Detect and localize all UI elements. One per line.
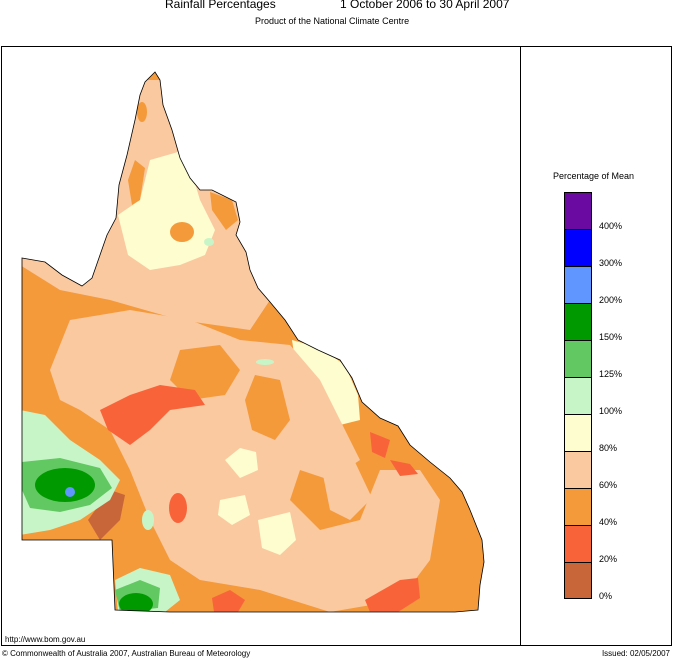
- legend-tick-label: 80%: [599, 443, 618, 453]
- region-coast-100-125: [256, 359, 274, 365]
- region-west-200-300: [65, 487, 75, 497]
- region-se2-20-40: [365, 578, 420, 612]
- region-east-80-100: [258, 512, 296, 555]
- region-low-0-20: [88, 490, 125, 540]
- queensland-outline: [21, 71, 485, 613]
- region-coast2-20-40: [390, 460, 418, 476]
- legend-title: Percentage of Mean: [553, 171, 635, 181]
- region-inner2-80-100: [218, 495, 250, 525]
- legend-tick-label: 150%: [599, 332, 623, 342]
- region-cape-tip-40-60: [128, 160, 145, 205]
- legend-swatch: [564, 192, 592, 229]
- region-small-100-125: [142, 510, 154, 530]
- region-cape-north-40-60: [137, 102, 147, 122]
- map-frame: [1, 46, 672, 646]
- legend-swatch: [564, 266, 592, 303]
- region-coast-20-40: [370, 432, 390, 458]
- region-cape-east-40-60: [210, 192, 238, 230]
- legend-tick-label: 40%: [599, 517, 618, 527]
- region-cape-80-100: [118, 150, 215, 270]
- legend-tick-label: 0%: [599, 591, 613, 601]
- map-period: 1 October 2006 to 30 April 2007: [340, 0, 510, 11]
- queensland-rainfall-map: [21, 71, 485, 613]
- region-inner-80-100: [225, 448, 258, 478]
- legend-tick-label: 60%: [599, 480, 618, 490]
- legend-swatch: [564, 525, 592, 562]
- issued-date: Issued: 02/05/2007: [601, 649, 670, 658]
- region-inner-40-60: [245, 375, 290, 440]
- region-sw-150-200: [119, 593, 153, 612]
- legend-tick-label: 20%: [599, 554, 618, 564]
- legend-swatch: [564, 229, 592, 266]
- legend-swatch: [564, 488, 592, 525]
- legend-tick-label: 100%: [599, 406, 623, 416]
- map-subtitle: Product of the National Climate Centre: [255, 16, 410, 26]
- region-central-40-60: [170, 345, 240, 400]
- region-cape-100-125: [204, 238, 214, 246]
- region-west-150-200: [35, 468, 95, 502]
- legend-tick-label: 125%: [599, 369, 623, 379]
- region-south-60-80: [322, 462, 372, 520]
- legend-tick-label: 200%: [599, 295, 623, 305]
- legend-swatch: [564, 377, 592, 414]
- region-south-20-40: [169, 493, 187, 523]
- region-cape-core-40-60: [170, 222, 194, 242]
- legend-tick-label: 300%: [599, 258, 623, 268]
- legend-swatch: [564, 414, 592, 451]
- legend-swatch: [564, 340, 592, 377]
- map-title: Rainfall Percentages: [165, 0, 276, 11]
- legend-tick-label: 400%: [599, 221, 623, 231]
- legend-divider: [520, 46, 521, 646]
- region-coast-80-100: [292, 340, 360, 425]
- legend-swatch: [564, 562, 592, 599]
- source-url: http://www.bom.gov.au: [5, 635, 86, 644]
- region-se-20-40: [212, 590, 245, 612]
- legend-swatch: [564, 303, 592, 340]
- copyright-notice: © Commonwealth of Australia 2007, Austra…: [2, 649, 251, 658]
- region-low-20-40: [100, 385, 205, 445]
- legend-swatch: [564, 451, 592, 488]
